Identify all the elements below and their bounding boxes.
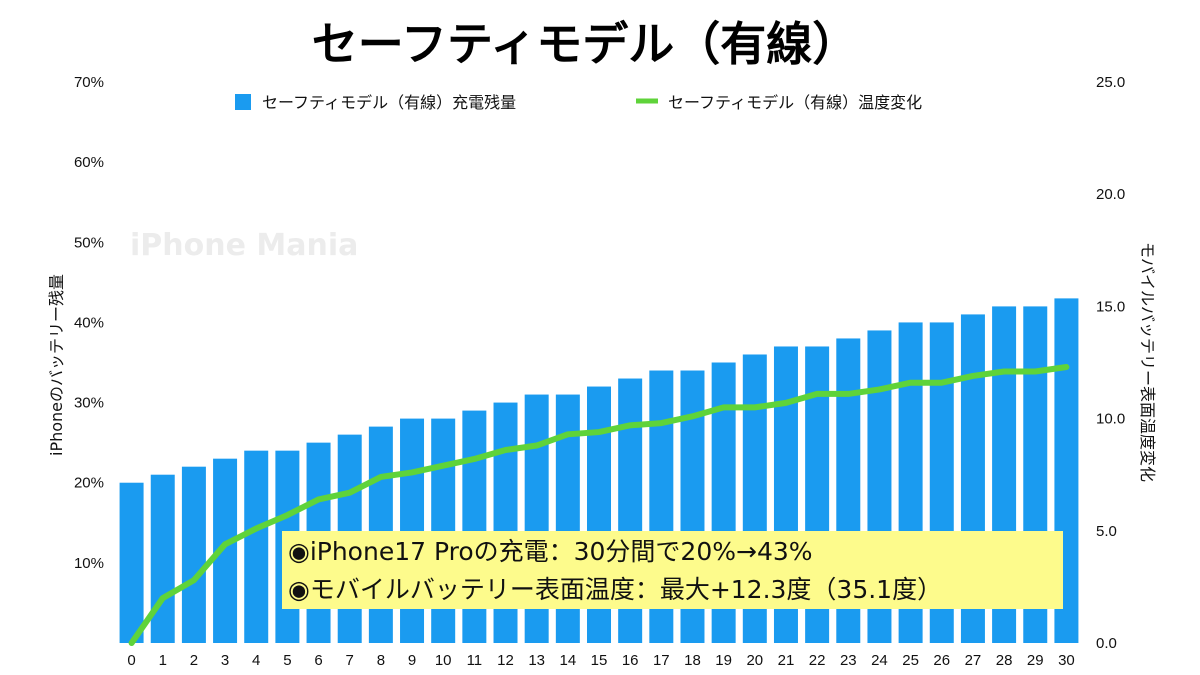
line-point: [160, 595, 166, 601]
line-point: [1032, 368, 1038, 374]
x-tick-label: 19: [715, 652, 732, 669]
x-tick-label: 17: [653, 652, 670, 669]
bar: [244, 450, 269, 643]
bar: [400, 418, 425, 643]
x-tick-label: 25: [902, 652, 919, 669]
line-point: [1001, 368, 1007, 374]
line-point: [627, 422, 633, 428]
x-tick-label: 18: [684, 652, 701, 669]
line-point: [845, 391, 851, 397]
line-point: [347, 490, 353, 496]
x-tick-label: 23: [840, 652, 857, 669]
line-series: [128, 363, 1070, 646]
annotation-line-2: ◉モバイルバッテリー表面温度：最大+12.3度（35.1度）: [288, 575, 942, 604]
x-tick-label: 22: [809, 652, 826, 669]
x-tick-label: 30: [1058, 652, 1075, 669]
x-tick-label: 3: [221, 652, 229, 669]
left-axis-ticks: 10% 20% 30% 40% 50% 60% 70%: [74, 74, 104, 572]
legend-bar-label: セーフティモデル（有線）充電残量: [262, 93, 516, 112]
chart-title: セーフティモデル（有線）: [312, 17, 858, 71]
watermark: iPhone Mania: [130, 228, 358, 263]
y-left-tick-label: 10%: [74, 555, 104, 572]
y-left-tick-label: 50%: [74, 234, 104, 251]
line-point: [689, 413, 695, 419]
y-left-tick-label: 20%: [74, 475, 104, 492]
bar: [119, 482, 144, 643]
bar: [431, 418, 456, 643]
line-point: [908, 380, 914, 386]
x-tick-label: 27: [965, 652, 982, 669]
line-point: [721, 404, 727, 410]
y-left-tick-label: 30%: [74, 395, 104, 412]
legend: セーフティモデル（有線）充電残量 セーフティモデル（有線）温度変化: [235, 93, 922, 112]
legend-bar-swatch: [235, 94, 251, 110]
x-tick-label: 20: [746, 652, 763, 669]
x-tick-label: 12: [497, 652, 514, 669]
x-axis-ticks: 0 1 2 3 4 5 6 7 8 9 10 11 12 13 14 15 16 17 18 19 20 21 22 23 24…: [127, 652, 1074, 669]
line-point: [316, 496, 322, 502]
x-tick-label: 9: [408, 652, 416, 669]
x-tick-label: 2: [190, 652, 198, 669]
x-tick-label: 26: [933, 652, 950, 669]
line-point: [970, 373, 976, 379]
x-tick-label: 0: [127, 652, 135, 669]
x-tick-label: 7: [346, 652, 354, 669]
x-tick-label: 14: [559, 652, 576, 669]
x-tick-label: 8: [377, 652, 385, 669]
annotation-box: ◉iPhone17 Proの充電：30分間で20%→43% ◉モバイルバッテリー…: [282, 531, 1063, 609]
line-point: [471, 456, 477, 462]
y-right-tick-label: 15.0: [1096, 298, 1125, 315]
line-point: [503, 447, 509, 453]
bar: [150, 474, 175, 643]
line-point: [658, 420, 664, 426]
x-tick-label: 6: [314, 652, 322, 669]
line-point: [253, 526, 259, 532]
line-point: [783, 400, 789, 406]
y-right-tick-label: 20.0: [1096, 186, 1125, 203]
line-point: [596, 429, 602, 435]
y-right-tick-label: 5.0: [1096, 523, 1117, 540]
y-right-axis-label: モバイルバッテリー表面温度変化: [1138, 242, 1157, 482]
line-point: [129, 640, 135, 646]
x-tick-label: 28: [996, 652, 1013, 669]
y-left-tick-label: 40%: [74, 314, 104, 331]
x-tick-label: 13: [528, 652, 545, 669]
line-point: [752, 404, 758, 410]
y-left-axis-label: iPhoneのバッテリー残量: [47, 274, 66, 456]
x-tick-label: 29: [1027, 652, 1044, 669]
x-tick-label: 15: [591, 652, 608, 669]
y-right-tick-label: 0.0: [1096, 635, 1117, 652]
annotation-line-1: ◉iPhone17 Proの充電：30分間で20%→43%: [288, 537, 813, 566]
line-point: [876, 386, 882, 392]
y-right-tick-label: 25.0: [1096, 74, 1125, 91]
line-point: [440, 463, 446, 469]
x-tick-label: 10: [435, 652, 452, 669]
line-point: [191, 577, 197, 583]
line-point: [409, 469, 415, 475]
line-point: [222, 541, 228, 547]
line-point: [814, 391, 820, 397]
line-point: [284, 512, 290, 518]
x-tick-label: 4: [252, 652, 260, 669]
line-point: [534, 443, 540, 449]
y-left-tick-label: 70%: [74, 74, 104, 91]
legend-line-label: セーフティモデル（有線）温度変化: [668, 93, 922, 112]
line-point: [939, 380, 945, 386]
annotation-background: [282, 531, 1063, 609]
x-tick-label: 16: [622, 652, 639, 669]
bar: [213, 458, 238, 643]
x-tick-label: 24: [871, 652, 888, 669]
line-point: [565, 431, 571, 437]
x-tick-label: 11: [467, 652, 483, 669]
y-left-tick-label: 60%: [74, 154, 104, 171]
right-axis-ticks: 0.0 5.0 10.0 15.0 20.0 25.0: [1096, 74, 1125, 652]
x-tick-label: 21: [778, 652, 795, 669]
line-point: [378, 474, 384, 480]
x-tick-label: 1: [159, 652, 167, 669]
bar: [181, 466, 206, 643]
x-tick-label: 5: [283, 652, 291, 669]
line-point: [1063, 364, 1069, 370]
y-right-tick-label: 10.0: [1096, 411, 1125, 428]
